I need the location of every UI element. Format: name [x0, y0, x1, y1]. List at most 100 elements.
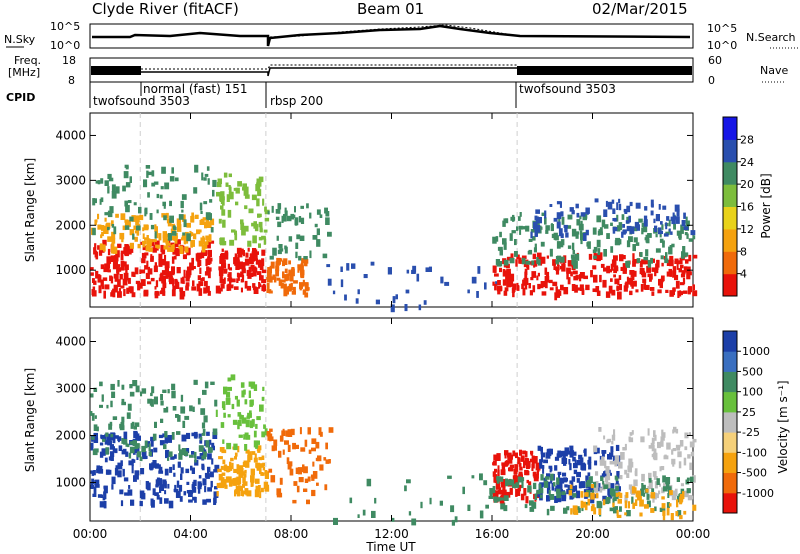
data-cell [515, 259, 518, 267]
data-cell [586, 479, 592, 486]
data-cell [674, 204, 680, 212]
y-tick-label: 1000 [55, 475, 86, 489]
data-cell [153, 396, 158, 405]
data-cell [210, 218, 215, 226]
data-cell [181, 209, 184, 213]
data-cell [168, 451, 173, 458]
data-cell [99, 501, 105, 508]
data-cell [497, 469, 500, 477]
data-cell [688, 254, 692, 262]
data-cell [119, 425, 125, 431]
colorbar-tick-label: 20 [740, 178, 754, 191]
data-cell [563, 457, 568, 464]
data-cell [235, 201, 239, 206]
data-cell [650, 508, 655, 513]
data-cell [199, 453, 203, 457]
data-cell [288, 236, 293, 242]
data-cell [219, 237, 224, 245]
data-cell [663, 455, 669, 460]
data-cell [588, 456, 592, 463]
data-cell [119, 232, 125, 240]
data-cell [228, 173, 232, 178]
data-cell [169, 176, 175, 182]
data-cell [159, 440, 165, 446]
data-cell [104, 180, 109, 186]
data-cell [573, 261, 578, 269]
data-cell [127, 443, 130, 448]
data-cell [571, 228, 577, 237]
data-cell [657, 289, 662, 294]
data-cell [676, 499, 679, 508]
data-cell [636, 496, 642, 501]
data-cell [127, 220, 131, 227]
data-cell [154, 224, 157, 232]
data-cell [126, 287, 130, 294]
data-cell [246, 285, 252, 291]
data-cell [632, 253, 635, 262]
data-cell [608, 269, 612, 273]
data-cell [683, 457, 687, 466]
data-cell [248, 208, 254, 214]
data-cell [647, 233, 652, 238]
data-cell [512, 292, 515, 298]
data-cell [494, 455, 500, 461]
data-cell [596, 215, 602, 223]
data-cell [99, 381, 103, 387]
data-cell [601, 473, 607, 478]
data-cell [531, 260, 535, 266]
data-cell [676, 263, 679, 270]
data-cell [163, 215, 167, 221]
data-cell [555, 256, 560, 260]
data-cell [503, 505, 508, 512]
data-cell [550, 505, 555, 511]
data-cell [253, 457, 258, 463]
data-cell [227, 377, 232, 382]
data-cell [614, 226, 618, 232]
data-cell [244, 258, 250, 266]
data-cell [120, 421, 125, 426]
data-cell [253, 287, 259, 294]
data-cell [635, 242, 640, 246]
data-cell [548, 448, 552, 457]
data-cell [547, 494, 551, 502]
data-cell [251, 251, 256, 255]
data-cell [161, 166, 166, 174]
data-cell [286, 457, 290, 464]
data-cell [660, 279, 664, 284]
data-cell [207, 178, 210, 185]
date-title: 02/Mar/2015 [592, 0, 688, 18]
data-cell [298, 477, 304, 483]
data-cell [255, 252, 258, 259]
data-cell [184, 246, 189, 253]
data-cell [541, 212, 547, 216]
data-cell [236, 476, 240, 484]
data-cell [576, 471, 581, 478]
data-cell [668, 228, 671, 232]
data-cell [134, 422, 140, 427]
data-cell [262, 466, 266, 471]
data-cell [143, 290, 149, 297]
data-cell [569, 484, 573, 489]
data-cell [572, 505, 578, 513]
data-cell [532, 471, 537, 477]
data-cell [682, 290, 688, 294]
data-cell [522, 226, 527, 230]
data-cell [107, 236, 112, 242]
data-cell [121, 237, 124, 243]
data-cell [680, 483, 684, 487]
data-cell [107, 210, 113, 218]
data-cell [444, 281, 450, 286]
data-cell [512, 286, 516, 292]
data-cell [640, 436, 645, 443]
data-cell [612, 227, 616, 234]
data-cell [561, 450, 565, 456]
data-cell [186, 247, 191, 255]
data-cell [319, 431, 323, 437]
data-cell [690, 451, 694, 457]
velocity-ylabel: Slant Range [km] [23, 368, 37, 472]
data-cell [661, 432, 666, 438]
data-cell [135, 443, 140, 449]
data-cell [597, 248, 601, 255]
data-cell [528, 238, 533, 242]
data-cell [599, 455, 602, 462]
